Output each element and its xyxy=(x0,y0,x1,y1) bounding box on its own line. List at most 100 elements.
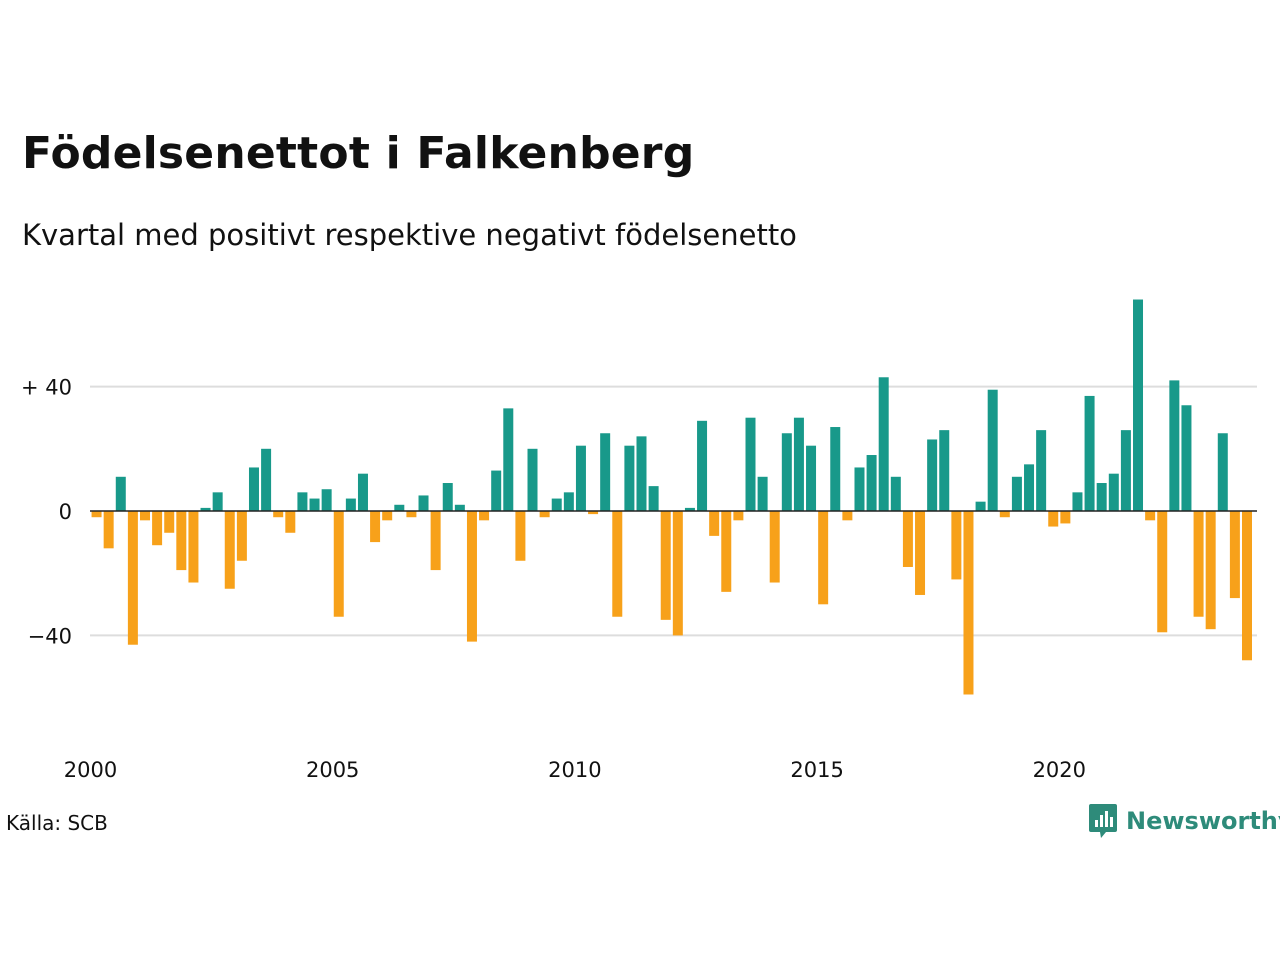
x-tick-label: 2020 xyxy=(1033,758,1086,782)
bar-2010K2 xyxy=(588,511,599,515)
bar-2019K4 xyxy=(1048,511,1059,527)
bar-2011K4 xyxy=(660,511,671,620)
bar-2008K1 xyxy=(479,511,490,521)
bar-2004K2 xyxy=(297,492,308,511)
source-note: Källa: SCB xyxy=(6,811,108,835)
bar-2002K3 xyxy=(212,492,223,511)
bar-2016K1 xyxy=(866,455,877,511)
bar-2008K4 xyxy=(515,511,526,561)
bar-2001K2 xyxy=(152,511,163,546)
bar-2005K3 xyxy=(357,473,368,511)
bar-2018K4 xyxy=(999,511,1010,518)
bar-2022K1 xyxy=(1157,511,1168,633)
bar-2010K1 xyxy=(575,445,586,511)
bar-2022K3 xyxy=(1181,405,1192,511)
x-tick-label: 2000 xyxy=(64,758,117,782)
bar-2015K2 xyxy=(830,427,841,511)
bar-2019K1 xyxy=(1011,476,1022,511)
bar-2019K3 xyxy=(1036,430,1047,511)
bar-2014K1 xyxy=(769,511,780,583)
chart-subtitle: Kvartal med positivt respektive negativt… xyxy=(22,218,797,252)
bar-2014K4 xyxy=(806,445,817,511)
bar-2015K4 xyxy=(854,467,865,511)
bar-2003K3 xyxy=(261,448,272,511)
bar-2009K4 xyxy=(563,492,574,511)
bar-2004K4 xyxy=(321,489,332,511)
bar-2013K3 xyxy=(745,417,756,511)
bar-2018K2 xyxy=(975,501,986,511)
bar-2022K2 xyxy=(1169,380,1180,511)
bar-2000K2 xyxy=(103,511,114,549)
bar-2021K2 xyxy=(1120,430,1131,511)
y-tick-label: 0 xyxy=(59,500,72,524)
bars xyxy=(91,299,1252,695)
bar-2009K1 xyxy=(527,448,538,511)
x-tick-label: 2010 xyxy=(548,758,601,782)
bar-2003K4 xyxy=(273,511,284,518)
bar-2017K2 xyxy=(927,439,938,511)
bar-2002K2 xyxy=(200,507,211,511)
bar-2006K3 xyxy=(406,511,417,518)
bar-2019K2 xyxy=(1024,464,1035,511)
bar-2017K1 xyxy=(915,511,926,595)
bar-2013K1 xyxy=(721,511,732,592)
bar-2006K2 xyxy=(394,504,405,511)
bar-2004K1 xyxy=(285,511,296,533)
bar-2023K4 xyxy=(1242,511,1252,661)
brand-logo[interactable]: Newsworthy xyxy=(1088,803,1280,839)
bar-2006K1 xyxy=(382,511,393,521)
bar-2012K2 xyxy=(684,507,695,511)
bar-2001K1 xyxy=(140,511,150,521)
chart-title: Födelsenettot i Falkenberg xyxy=(22,128,695,179)
bar-2022K4 xyxy=(1193,511,1204,617)
bar-2004K3 xyxy=(309,498,320,511)
bar-2021K1 xyxy=(1108,473,1119,511)
bar-2009K3 xyxy=(551,498,562,511)
bar-2010K3 xyxy=(600,433,611,511)
bar-2011K3 xyxy=(648,486,659,511)
bar-2020K4 xyxy=(1096,483,1107,511)
bar-2023K1 xyxy=(1205,511,1216,630)
bar-2013K2 xyxy=(733,511,744,521)
bar-2016K3 xyxy=(890,476,901,511)
bar-2003K2 xyxy=(248,467,259,511)
x-tick-label: 2005 xyxy=(306,758,359,782)
bar-2011K2 xyxy=(636,436,647,511)
bar-2016K4 xyxy=(902,511,913,567)
bar-2005K4 xyxy=(370,511,381,543)
bar-2000K1 xyxy=(91,511,102,518)
y-tick-label: + 40 xyxy=(21,376,72,400)
bar-2014K3 xyxy=(793,417,804,511)
bar-2020K3 xyxy=(1084,395,1095,511)
y-tick-label: −40 xyxy=(28,624,72,648)
bar-2000K3 xyxy=(115,476,126,511)
bar-2005K2 xyxy=(345,498,356,511)
bar-2009K2 xyxy=(539,511,550,518)
bar-2021K4 xyxy=(1145,511,1156,521)
bar-2020K2 xyxy=(1072,492,1083,511)
bar-2015K3 xyxy=(842,511,853,521)
bar-2005K1 xyxy=(333,511,344,617)
bar-2007K3 xyxy=(454,504,465,511)
bar-2008K3 xyxy=(503,408,514,511)
bar-2014K2 xyxy=(781,433,792,511)
bar-2001K4 xyxy=(176,511,187,571)
bar-2013K4 xyxy=(757,476,768,511)
bar-2007K1 xyxy=(430,511,441,571)
bar-2018K3 xyxy=(987,389,998,511)
bar-2007K4 xyxy=(466,511,477,642)
x-tick-label: 2015 xyxy=(790,758,843,782)
bar-2007K2 xyxy=(442,483,453,511)
bar-2016K2 xyxy=(878,377,889,511)
bar-2023K3 xyxy=(1229,511,1240,599)
bar-2000K4 xyxy=(127,511,138,645)
bar-2002K4 xyxy=(224,511,235,589)
newsworthy-logo-icon xyxy=(1089,804,1117,838)
bar-2020K1 xyxy=(1060,511,1071,524)
bar-2021K3 xyxy=(1133,299,1144,511)
axes: + 40 0 −40 2000 2005 2010 2015 2020 xyxy=(21,376,1257,782)
bar-2012K1 xyxy=(672,511,683,636)
bar-2012K3 xyxy=(697,420,708,511)
bar-2010K4 xyxy=(612,511,623,617)
bar-2017K3 xyxy=(939,430,950,511)
